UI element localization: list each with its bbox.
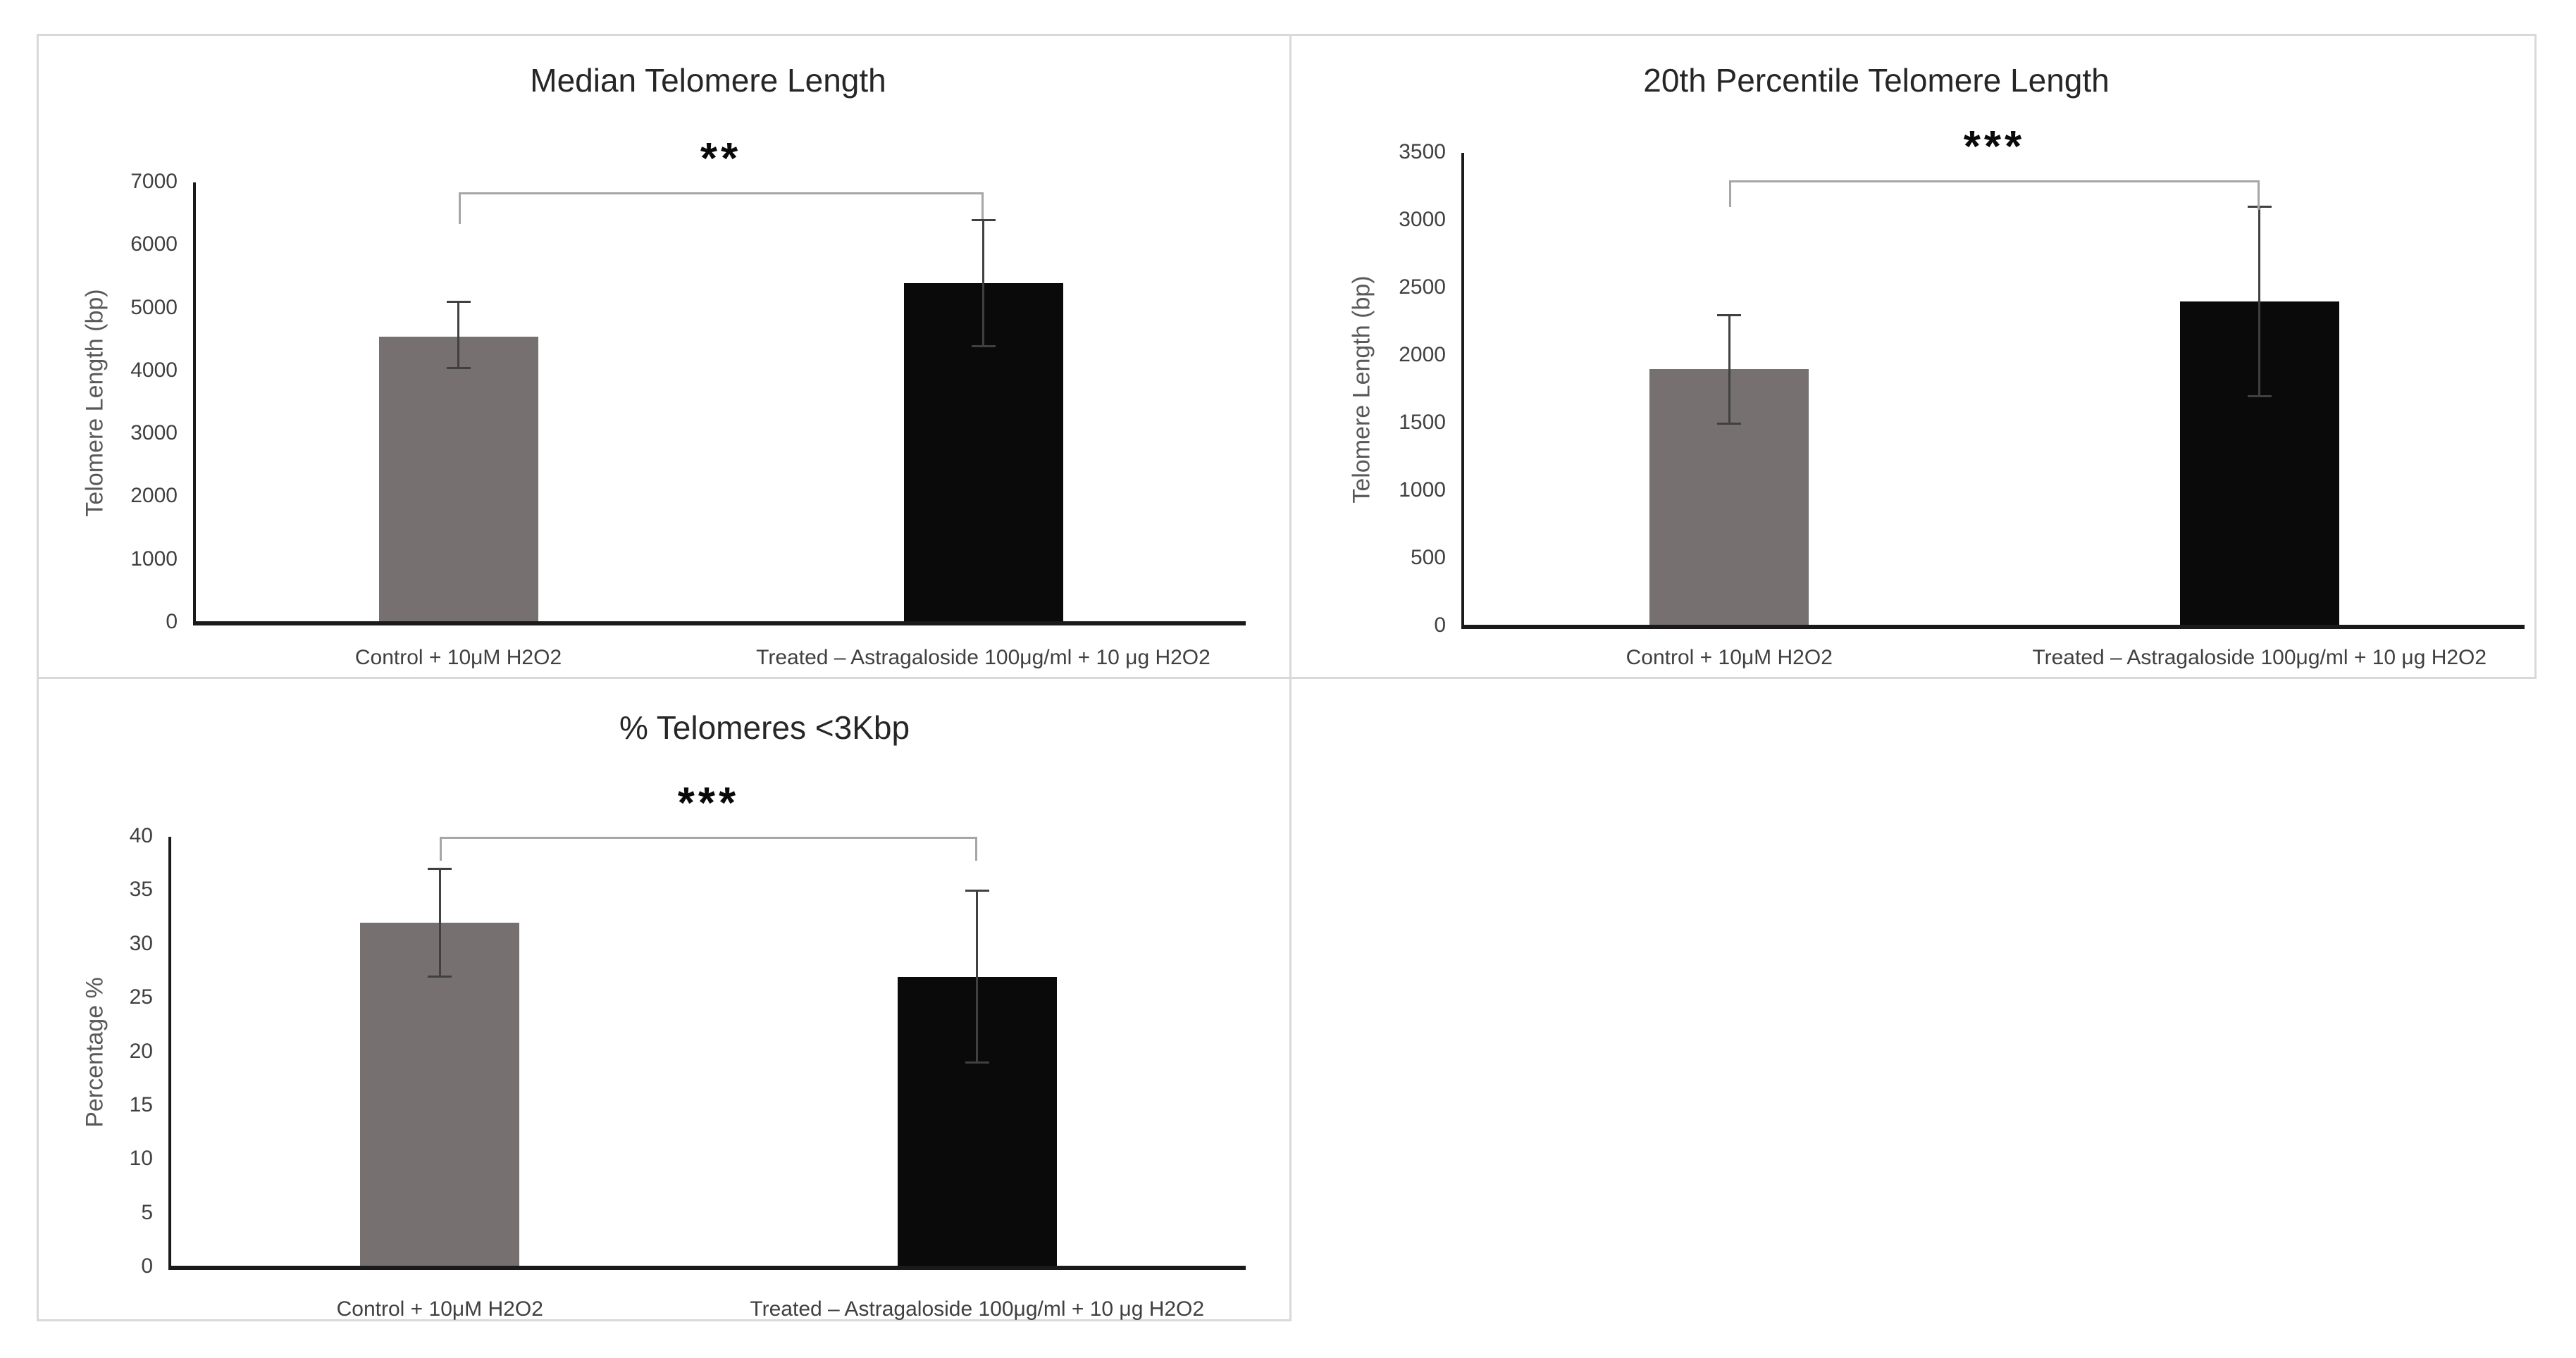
error-bar-cap [965,1061,989,1064]
y-tick-label: 2000 [130,484,178,508]
twentieth-percentile-telomere-length-chart: 20th Percentile Telomere Length Telomere… [1289,34,2537,679]
error-bar-cap [428,976,452,978]
category-label-control: Control + 10μM H2O2 [354,646,562,669]
category-label-control: Control + 10μM H2O2 [336,1297,543,1321]
y-tick-label: 0 [1434,613,1446,637]
y-tick-label: 5000 [130,295,178,319]
y-tick-label: 3000 [1399,208,1446,231]
y-tick-label: 25 [129,985,153,1009]
significance-bracket [1729,180,2260,182]
error-bar-cap [971,219,996,222]
y-tick-label: 10 [129,1147,153,1171]
significance-bracket [440,837,977,839]
error-bar-cap [965,889,989,892]
significance-bracket-right-drop [2257,180,2260,210]
y-tick-label: 2000 [1399,343,1446,366]
y-tick-label: 40 [129,824,153,847]
y-tick-label: 15 [129,1092,153,1116]
significance-bracket-left-drop [1729,180,1732,207]
x-axis-line [1461,625,2525,629]
y-tick-label: 0 [166,610,178,633]
y-tick-label: 1000 [1399,478,1446,502]
significance-stars: *** [1963,123,2026,171]
y-tick-label: 5 [141,1200,153,1224]
significance-bracket-left-drop [458,192,461,224]
y-tick-label: 3500 [1399,140,1446,163]
y-tick-label: 6000 [130,232,178,256]
error-bar-cap [446,366,471,369]
y-tick-label: 7000 [130,170,178,193]
x-axis-line [168,1266,1246,1270]
y-axis-line [1461,153,1464,628]
error-bar-line [438,868,441,977]
y-axis-line [168,837,171,1269]
y-tick-label: 35 [129,878,153,902]
error-bar-cap [1717,422,1742,425]
median-telomere-length-chart: Median Telomere Length Telomere Length (… [37,34,1292,679]
error-bar-cap [2247,206,2272,208]
significance-bracket-left-drop [440,837,442,861]
significance-bracket [458,192,984,194]
y-tick-label: 20 [129,1039,153,1063]
y-tick-label: 1000 [130,547,178,571]
control-bar [360,923,520,1267]
y-tick-label: 500 [1410,546,1446,569]
error-bar-line [982,220,984,347]
y-axis-line [193,182,196,625]
error-bar-line [2258,206,2261,397]
error-bar-line [976,890,979,1063]
chart-title: 20th Percentile Telomere Length [1643,62,2110,99]
y-tick-label: 3000 [130,421,178,445]
control-bar [378,336,538,623]
error-bar-cap [971,344,996,347]
error-bar-line [1728,315,1730,423]
y-tick-label: 30 [129,931,153,955]
significance-bracket-right-drop [981,192,984,219]
y-tick-label: 4000 [130,358,178,382]
chart-title: Median Telomere Length [530,62,886,99]
percent-telomeres-under-3kbp-chart: % Telomeres <3Kbp Percentage % Control +… [37,677,1292,1321]
error-bar-cap [1717,313,1742,316]
significance-bracket-right-drop [974,837,977,861]
significance-stars: ** [700,135,742,183]
chart-title: % Telomeres <3Kbp [619,709,910,746]
error-bar-cap [446,301,471,304]
y-axis-title: Telomere Length (bp) [1348,275,1375,504]
significance-stars: *** [677,779,740,828]
y-axis-title: Telomere Length (bp) [81,288,109,517]
error-bar-cap [2247,395,2272,398]
x-axis-line [193,621,1246,625]
category-label-treated: Treated – Astragaloside 100μg/ml + 10 μg… [750,1297,1205,1321]
category-label-control: Control + 10μM H2O2 [1626,646,1833,669]
category-label-treated: Treated – Astragaloside 100μg/ml + 10 μg… [2032,646,2487,669]
category-label-treated: Treated – Astragaloside 100μg/ml + 10 μg… [756,646,1210,669]
error-bar-cap [428,868,452,871]
y-tick-label: 2500 [1399,275,1446,299]
error-bar-line [457,301,459,368]
y-tick-label: 1500 [1399,411,1446,434]
y-tick-label: 0 [141,1254,153,1278]
